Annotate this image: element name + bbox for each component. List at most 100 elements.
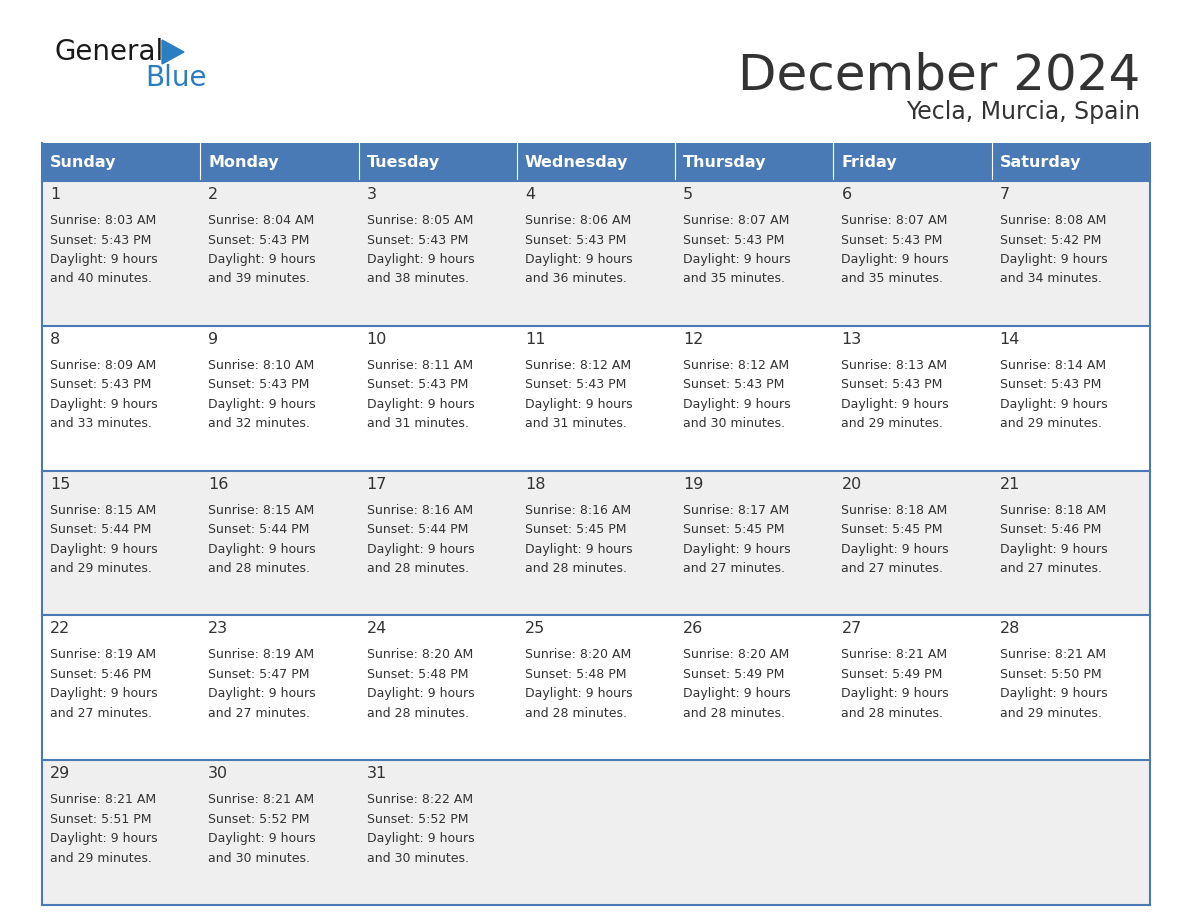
Text: Sunrise: 8:20 AM: Sunrise: 8:20 AM [367, 648, 473, 661]
Text: 9: 9 [208, 331, 219, 347]
Text: Daylight: 9 hours: Daylight: 9 hours [683, 253, 791, 266]
Text: Sunrise: 8:13 AM: Sunrise: 8:13 AM [841, 359, 948, 372]
Text: 21: 21 [1000, 476, 1020, 492]
Text: Sunrise: 8:21 AM: Sunrise: 8:21 AM [208, 793, 315, 806]
Text: and 27 minutes.: and 27 minutes. [50, 707, 152, 720]
Text: Sunrise: 8:05 AM: Sunrise: 8:05 AM [367, 214, 473, 227]
Text: 17: 17 [367, 476, 387, 492]
Text: and 31 minutes.: and 31 minutes. [525, 418, 627, 431]
Text: Daylight: 9 hours: Daylight: 9 hours [367, 253, 474, 266]
Text: Sunset: 5:48 PM: Sunset: 5:48 PM [367, 668, 468, 681]
Text: and 34 minutes.: and 34 minutes. [1000, 273, 1101, 285]
Text: Sunset: 5:45 PM: Sunset: 5:45 PM [841, 523, 943, 536]
Text: Sunrise: 8:03 AM: Sunrise: 8:03 AM [50, 214, 157, 227]
Text: and 28 minutes.: and 28 minutes. [683, 707, 785, 720]
Text: Sunset: 5:46 PM: Sunset: 5:46 PM [50, 668, 151, 681]
Text: and 35 minutes.: and 35 minutes. [841, 273, 943, 285]
Text: Monday: Monday [208, 154, 279, 170]
Text: and 30 minutes.: and 30 minutes. [208, 852, 310, 865]
Text: December 2024: December 2024 [738, 52, 1140, 100]
Text: Sunrise: 8:21 AM: Sunrise: 8:21 AM [50, 793, 156, 806]
Text: Daylight: 9 hours: Daylight: 9 hours [525, 253, 632, 266]
Text: Sunset: 5:43 PM: Sunset: 5:43 PM [683, 233, 784, 247]
Text: Daylight: 9 hours: Daylight: 9 hours [1000, 397, 1107, 410]
Text: 13: 13 [841, 331, 861, 347]
Text: Sunrise: 8:07 AM: Sunrise: 8:07 AM [683, 214, 790, 227]
Text: and 28 minutes.: and 28 minutes. [208, 562, 310, 575]
Text: Wednesday: Wednesday [525, 154, 628, 170]
Bar [42, 760, 1150, 905]
Text: and 28 minutes.: and 28 minutes. [367, 562, 468, 575]
Text: and 27 minutes.: and 27 minutes. [208, 707, 310, 720]
Text: Sunrise: 8:19 AM: Sunrise: 8:19 AM [50, 648, 156, 661]
Text: and 29 minutes.: and 29 minutes. [1000, 707, 1101, 720]
Text: 20: 20 [841, 476, 861, 492]
Text: Sunset: 5:43 PM: Sunset: 5:43 PM [525, 378, 626, 391]
Text: Sunset: 5:45 PM: Sunset: 5:45 PM [683, 523, 784, 536]
Text: Sunset: 5:49 PM: Sunset: 5:49 PM [683, 668, 784, 681]
Text: 29: 29 [50, 767, 70, 781]
Text: Sunset: 5:46 PM: Sunset: 5:46 PM [1000, 523, 1101, 536]
Text: 7: 7 [1000, 187, 1010, 202]
Text: Daylight: 9 hours: Daylight: 9 hours [683, 688, 791, 700]
Text: and 29 minutes.: and 29 minutes. [50, 852, 152, 865]
Text: Sunrise: 8:07 AM: Sunrise: 8:07 AM [841, 214, 948, 227]
Text: Daylight: 9 hours: Daylight: 9 hours [367, 397, 474, 410]
Text: Daylight: 9 hours: Daylight: 9 hours [208, 833, 316, 845]
Text: Sunset: 5:44 PM: Sunset: 5:44 PM [367, 523, 468, 536]
Text: 19: 19 [683, 476, 703, 492]
Text: and 38 minutes.: and 38 minutes. [367, 273, 468, 285]
Text: and 28 minutes.: and 28 minutes. [525, 707, 627, 720]
Text: 3: 3 [367, 187, 377, 202]
Text: Sunrise: 8:18 AM: Sunrise: 8:18 AM [841, 504, 948, 517]
Text: 14: 14 [1000, 331, 1020, 347]
Text: and 31 minutes.: and 31 minutes. [367, 418, 468, 431]
Text: 1: 1 [50, 187, 61, 202]
Text: 4: 4 [525, 187, 535, 202]
Text: 25: 25 [525, 621, 545, 636]
Text: Sunset: 5:42 PM: Sunset: 5:42 PM [1000, 233, 1101, 247]
Bar [42, 181, 1150, 326]
Text: 26: 26 [683, 621, 703, 636]
Text: Daylight: 9 hours: Daylight: 9 hours [367, 543, 474, 555]
Text: Sunset: 5:43 PM: Sunset: 5:43 PM [683, 378, 784, 391]
Text: 23: 23 [208, 621, 228, 636]
Text: 11: 11 [525, 331, 545, 347]
Text: and 28 minutes.: and 28 minutes. [841, 707, 943, 720]
Text: and 28 minutes.: and 28 minutes. [525, 562, 627, 575]
Bar [359, 143, 517, 181]
Text: Sunrise: 8:17 AM: Sunrise: 8:17 AM [683, 504, 789, 517]
Text: Daylight: 9 hours: Daylight: 9 hours [1000, 253, 1107, 266]
Text: Sunrise: 8:10 AM: Sunrise: 8:10 AM [208, 359, 315, 372]
Text: and 28 minutes.: and 28 minutes. [367, 707, 468, 720]
Text: Daylight: 9 hours: Daylight: 9 hours [367, 688, 474, 700]
Text: Sunset: 5:49 PM: Sunset: 5:49 PM [841, 668, 943, 681]
Text: Sunrise: 8:15 AM: Sunrise: 8:15 AM [208, 504, 315, 517]
Text: Sunrise: 8:16 AM: Sunrise: 8:16 AM [367, 504, 473, 517]
Text: Daylight: 9 hours: Daylight: 9 hours [50, 833, 158, 845]
Text: Sunrise: 8:08 AM: Sunrise: 8:08 AM [1000, 214, 1106, 227]
Text: 2: 2 [208, 187, 219, 202]
Bar [517, 143, 675, 181]
Text: and 29 minutes.: and 29 minutes. [1000, 418, 1101, 431]
Text: Sunset: 5:43 PM: Sunset: 5:43 PM [1000, 378, 1101, 391]
Text: 12: 12 [683, 331, 703, 347]
Text: 31: 31 [367, 767, 387, 781]
Text: Daylight: 9 hours: Daylight: 9 hours [841, 253, 949, 266]
Text: Sunset: 5:48 PM: Sunset: 5:48 PM [525, 668, 626, 681]
Text: Sunset: 5:43 PM: Sunset: 5:43 PM [841, 378, 943, 391]
Text: 24: 24 [367, 621, 387, 636]
Text: Sunset: 5:43 PM: Sunset: 5:43 PM [208, 233, 310, 247]
Text: Sunset: 5:52 PM: Sunset: 5:52 PM [367, 812, 468, 825]
Text: Daylight: 9 hours: Daylight: 9 hours [50, 397, 158, 410]
Text: Daylight: 9 hours: Daylight: 9 hours [841, 688, 949, 700]
Text: and 30 minutes.: and 30 minutes. [683, 418, 785, 431]
Text: Saturday: Saturday [1000, 154, 1081, 170]
Text: 18: 18 [525, 476, 545, 492]
Text: Sunday: Sunday [50, 154, 116, 170]
Bar [42, 471, 1150, 615]
Text: Sunrise: 8:12 AM: Sunrise: 8:12 AM [683, 359, 789, 372]
Text: 27: 27 [841, 621, 861, 636]
Text: Friday: Friday [841, 154, 897, 170]
Text: and 29 minutes.: and 29 minutes. [841, 418, 943, 431]
